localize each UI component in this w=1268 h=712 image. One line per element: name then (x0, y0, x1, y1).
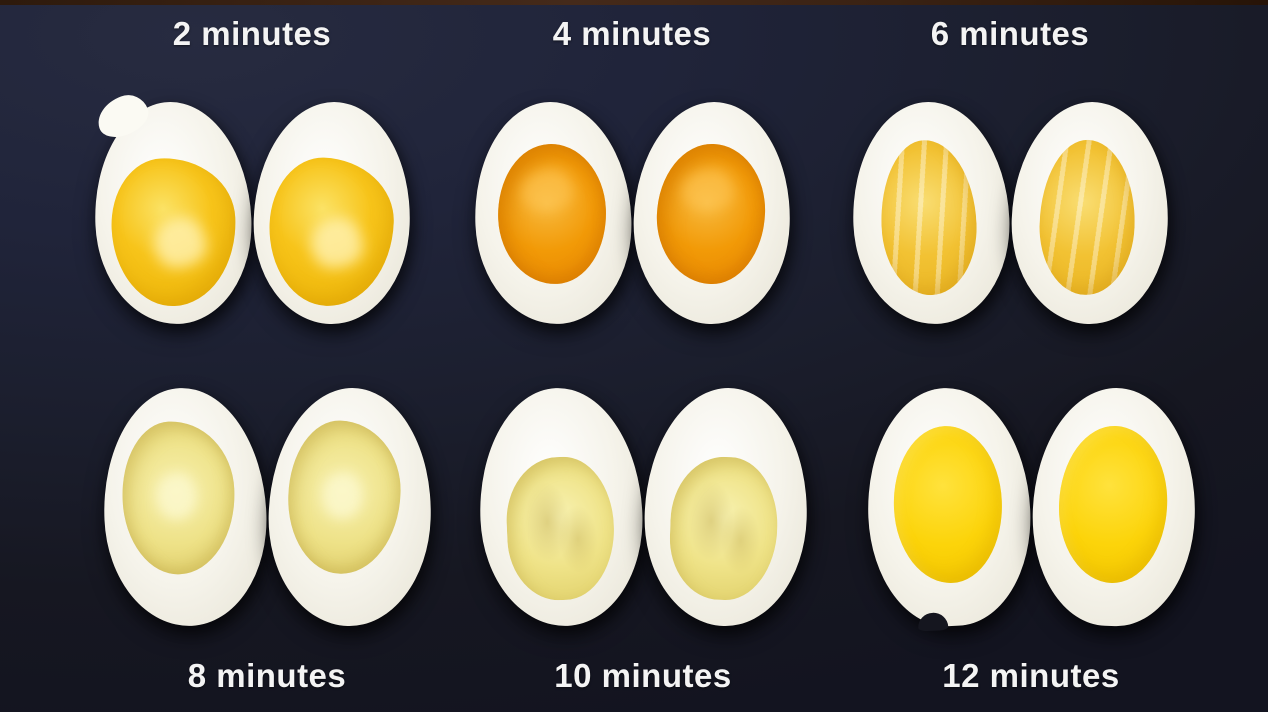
panel-12-minutes: 12 minutes (862, 384, 1199, 700)
egg-half-left (98, 384, 271, 630)
egg-yolk (1036, 138, 1138, 297)
panel-2-minutes: 2 minutes (86, 10, 418, 328)
egg-half-right (249, 99, 414, 327)
egg-half-right (264, 385, 435, 629)
egg-pair (98, 384, 435, 630)
time-label: 8 minutes (187, 657, 347, 694)
panel-10-minutes: 10 minutes (474, 384, 811, 700)
time-label: 4 minutes (552, 15, 712, 52)
egg-yolk (265, 155, 396, 309)
top-border-strip (0, 0, 1268, 5)
egg-yolk (107, 154, 239, 309)
egg-half-right (640, 385, 811, 629)
egg-half-right (1007, 99, 1172, 327)
time-label: 6 minutes (930, 15, 1090, 52)
egg-half-right (1028, 385, 1199, 629)
egg-pair (847, 98, 1172, 328)
panel-6-minutes: 6 minutes (844, 10, 1176, 328)
egg-half-left (89, 98, 256, 328)
egg-yolk (285, 419, 403, 576)
egg-yolk (667, 455, 780, 602)
egg-yolk (654, 142, 767, 286)
egg-yolk (119, 419, 238, 577)
panel-4-minutes: 4 minutes (466, 10, 798, 328)
time-label: 2 minutes (172, 15, 332, 52)
egg-pair (862, 384, 1199, 630)
time-label: 10 minutes (554, 657, 732, 694)
time-label: 12 minutes (942, 657, 1120, 694)
egg-yolk (503, 454, 617, 603)
egg-half-left (862, 384, 1035, 630)
egg-yolk (494, 141, 609, 287)
egg-half-left (469, 98, 636, 328)
egg-half-left (474, 384, 647, 630)
egg-pair (474, 384, 811, 630)
egg-pair (89, 98, 414, 328)
egg-yolk (877, 137, 980, 298)
egg-yolk (889, 423, 1006, 586)
egg-half-left (847, 98, 1014, 328)
egg-yolk (1055, 424, 1170, 585)
panel-8-minutes: 8 minutes (98, 384, 436, 700)
egg-pair (469, 98, 794, 328)
egg-half-right (629, 99, 794, 327)
